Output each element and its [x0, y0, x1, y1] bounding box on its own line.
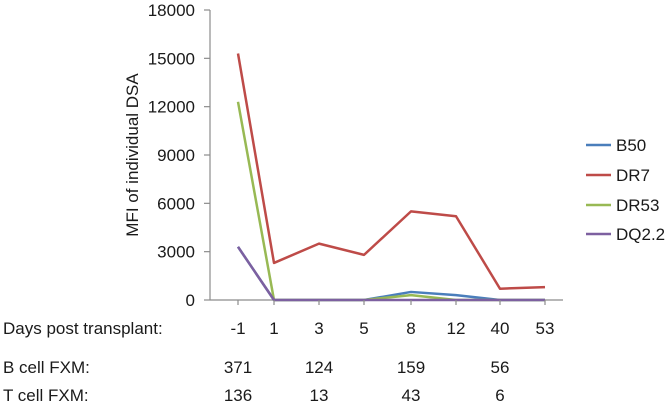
legend-label-dq2-2: DQ2.2 — [616, 225, 665, 244]
fxm-value: 43 — [402, 386, 421, 405]
y-tick-label: 18000 — [148, 1, 195, 20]
t-cell-fxm-values: 136 13 43 6 — [224, 386, 505, 405]
legend-label-dr53: DR53 — [616, 196, 659, 215]
series-lines — [236, 53, 546, 302]
x-axis-ticks: -1 1 3 5 8 12 40 53 — [230, 300, 554, 338]
fxm-value: 124 — [305, 358, 333, 377]
series-line-dr53 — [236, 101, 545, 302]
series-line-dr7 — [236, 53, 546, 290]
x-tick-label: 53 — [536, 319, 555, 338]
y-tick-label: 15000 — [148, 49, 195, 68]
x-tick-label: 1 — [269, 319, 278, 338]
x-tick-label: 40 — [491, 319, 510, 338]
fxm-value: 56 — [491, 358, 510, 377]
fxm-value: 371 — [224, 358, 252, 377]
legend-label-dr7: DR7 — [616, 166, 650, 185]
y-tick-label: 0 — [186, 291, 195, 310]
x-tick-label: 5 — [359, 319, 368, 338]
fxm-value: 159 — [397, 358, 425, 377]
fxm-value: 6 — [495, 386, 504, 405]
series-line-dq2-2 — [236, 246, 545, 302]
series-line-b50 — [236, 246, 545, 302]
x-row-label: Days post transplant: — [3, 319, 163, 338]
y-axis-ticks: 0 3000 6000 9000 12000 15000 18000 — [148, 1, 210, 310]
x-tick-label: -1 — [230, 319, 245, 338]
x-tick-label: 3 — [314, 319, 323, 338]
y-tick-label: 6000 — [157, 194, 195, 213]
fxm-value: 136 — [224, 386, 252, 405]
y-tick-label: 12000 — [148, 98, 195, 117]
y-tick-label: 3000 — [157, 243, 195, 262]
y-tick-label: 9000 — [157, 146, 195, 165]
t-cell-fxm-label: T cell FXM: — [3, 386, 89, 405]
fxm-value: 13 — [310, 386, 329, 405]
b-cell-fxm-label: B cell FXM: — [3, 358, 90, 377]
x-tick-label: 12 — [447, 319, 466, 338]
legend-label-b50: B50 — [616, 136, 646, 155]
legend: B50 DR7 DR53 DQ2.2 — [586, 136, 665, 244]
x-tick-label: 8 — [406, 319, 415, 338]
b-cell-fxm-values: 371 124 159 56 — [224, 358, 510, 377]
y-axis-label: MFI of individual DSA — [123, 73, 142, 237]
